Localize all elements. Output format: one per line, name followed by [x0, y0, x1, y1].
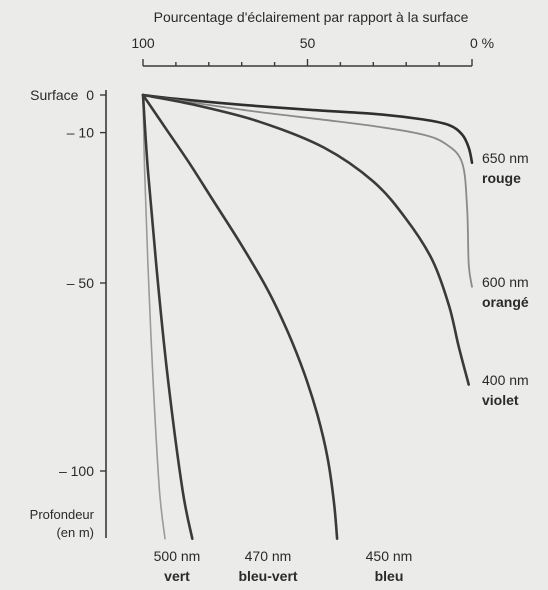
- series-line-orangé: [142, 94, 473, 288]
- series-line-violet: [141, 93, 470, 386]
- series-name-label: rouge: [482, 170, 521, 186]
- series-name-label: vert: [164, 568, 190, 584]
- series-name-label: bleu: [375, 568, 404, 584]
- y-tick-label: Surface 0: [30, 87, 94, 103]
- y-tick-label: – 50: [67, 275, 94, 291]
- x-axis-ticks: 100 50 0 %: [131, 35, 494, 66]
- series-line-rouge: [141, 93, 474, 164]
- x-tick-label: 50: [300, 35, 316, 51]
- y-tick-label: – 10: [67, 125, 94, 141]
- y-tick-label: – 100: [59, 463, 94, 479]
- curves: [141, 93, 474, 540]
- series-wavelength-label: 600 nm: [482, 274, 529, 290]
- series-name-label: orangé: [482, 294, 529, 310]
- series-labels: 650 nm rouge 600 nm orangé 400 nm violet 500 n…: [154, 150, 529, 584]
- x-axis: 100 50 0 %: [131, 35, 494, 67]
- series-wavelength-label: 650 nm: [482, 150, 529, 166]
- y-axis-ticks: Surface 0 – 10 – 50 – 100: [30, 87, 106, 479]
- series-line-vert: [142, 94, 166, 540]
- series-line-bleu-vert: [141, 93, 194, 540]
- y-axis-label-line2: (en m): [56, 525, 94, 540]
- y-axis: Surface 0 – 10 – 50 – 100 Profondeur (en m): [30, 87, 107, 540]
- x-tick-label: 0 %: [470, 35, 494, 51]
- series-wavelength-label: 470 nm: [245, 548, 292, 564]
- series-name-label: violet: [482, 392, 519, 408]
- series-wavelength-label: 450 nm: [366, 548, 413, 564]
- series-wavelength-label: 500 nm: [154, 548, 201, 564]
- series-name-label: bleu-vert: [238, 568, 297, 584]
- chart-title: Pourcentage d'éclairement par rapport à …: [154, 9, 469, 25]
- y-axis-label-line1: Profondeur: [30, 507, 95, 522]
- series-line-bleu: [141, 93, 339, 540]
- x-tick-label: 100: [131, 35, 155, 51]
- series-wavelength-label: 400 nm: [482, 372, 529, 388]
